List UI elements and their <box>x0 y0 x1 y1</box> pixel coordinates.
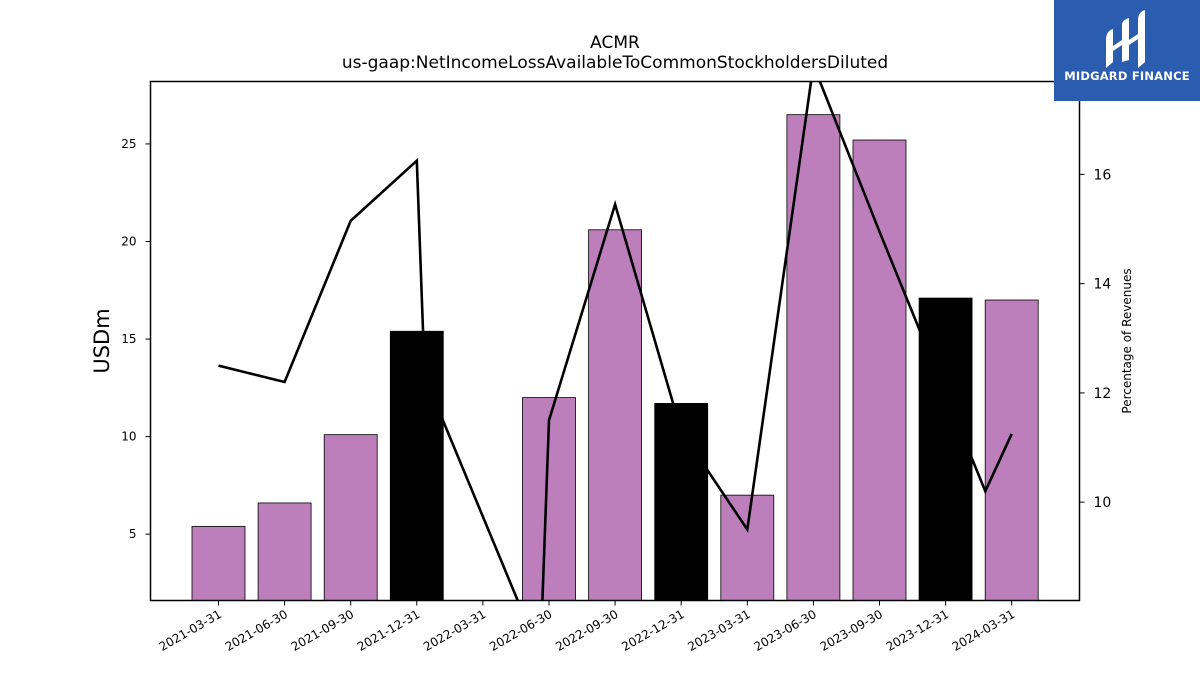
y2-axis-label: Percentage of Revenues <box>1120 268 1134 413</box>
chart-subtitle: us-gaap:NetIncomeLossAvailableToCommonSt… <box>342 53 888 73</box>
brand-logo: MIDGARD FINANCE <box>1054 0 1200 101</box>
x-tick-label: 2023-06-30 <box>751 607 818 654</box>
x-tick-label: 2022-09-30 <box>553 607 620 654</box>
x-tick-label: 2021-03-31 <box>157 607 224 654</box>
y-tick-label: 15 <box>121 332 136 346</box>
chart-title: ACMR <box>590 33 640 53</box>
y2-tick-label: 14 <box>1094 277 1112 293</box>
x-tick-label: 2023-03-31 <box>685 607 752 654</box>
bar-2021-06-30 <box>257 502 312 601</box>
y-tick-label: 20 <box>121 234 136 248</box>
bar-2021-09-30 <box>323 434 378 601</box>
bar-2023-03-31 <box>720 494 775 601</box>
x-tick-label: 2024-03-31 <box>950 607 1017 654</box>
bar-2022-12-31 <box>654 403 709 601</box>
bar-2023-12-31 <box>918 297 973 601</box>
bar-group <box>191 114 1039 601</box>
y-tick-label: 5 <box>129 527 137 541</box>
revenue-percentage-line <box>218 81 1013 601</box>
bar-2022-09-30 <box>588 229 642 601</box>
y2-axis-ticks: 10 12 14 16 <box>1079 167 1112 511</box>
line-group <box>218 81 1013 601</box>
x-tick-label: 2023-09-30 <box>818 607 885 654</box>
x-tick-label: 2021-06-30 <box>223 607 290 654</box>
y-axis-ticks: 5 10 15 20 25 <box>121 137 151 541</box>
y-axis-label: USDm <box>90 308 114 373</box>
bar-2021-12-31 <box>389 330 444 601</box>
plot-frame <box>149 80 1081 602</box>
y2-tick-label: 10 <box>1094 495 1112 511</box>
bar-2021-03-31 <box>191 525 246 601</box>
y2-tick-label: 12 <box>1094 386 1112 402</box>
x-axis-ticks: 2021-03-312021-06-302021-09-302021-12-31… <box>157 600 1017 654</box>
x-tick-label: 2022-06-30 <box>487 607 554 654</box>
logo-text: MIDGARD FINANCE <box>1064 69 1190 83</box>
x-tick-label: 2021-12-31 <box>355 607 422 654</box>
x-tick-label: 2021-09-30 <box>289 607 356 654</box>
y-tick-label: 10 <box>121 430 136 444</box>
x-tick-label: 2022-12-31 <box>619 607 686 654</box>
y2-tick-label: 16 <box>1094 167 1112 183</box>
x-tick-label: 2022-03-31 <box>421 607 488 654</box>
bar-2023-09-30 <box>852 139 907 601</box>
x-tick-label: 2023-12-31 <box>884 607 951 654</box>
bar-2024-03-31 <box>984 299 1039 601</box>
y-tick-label: 25 <box>121 137 136 151</box>
logo-mark-icon <box>1106 10 1145 68</box>
